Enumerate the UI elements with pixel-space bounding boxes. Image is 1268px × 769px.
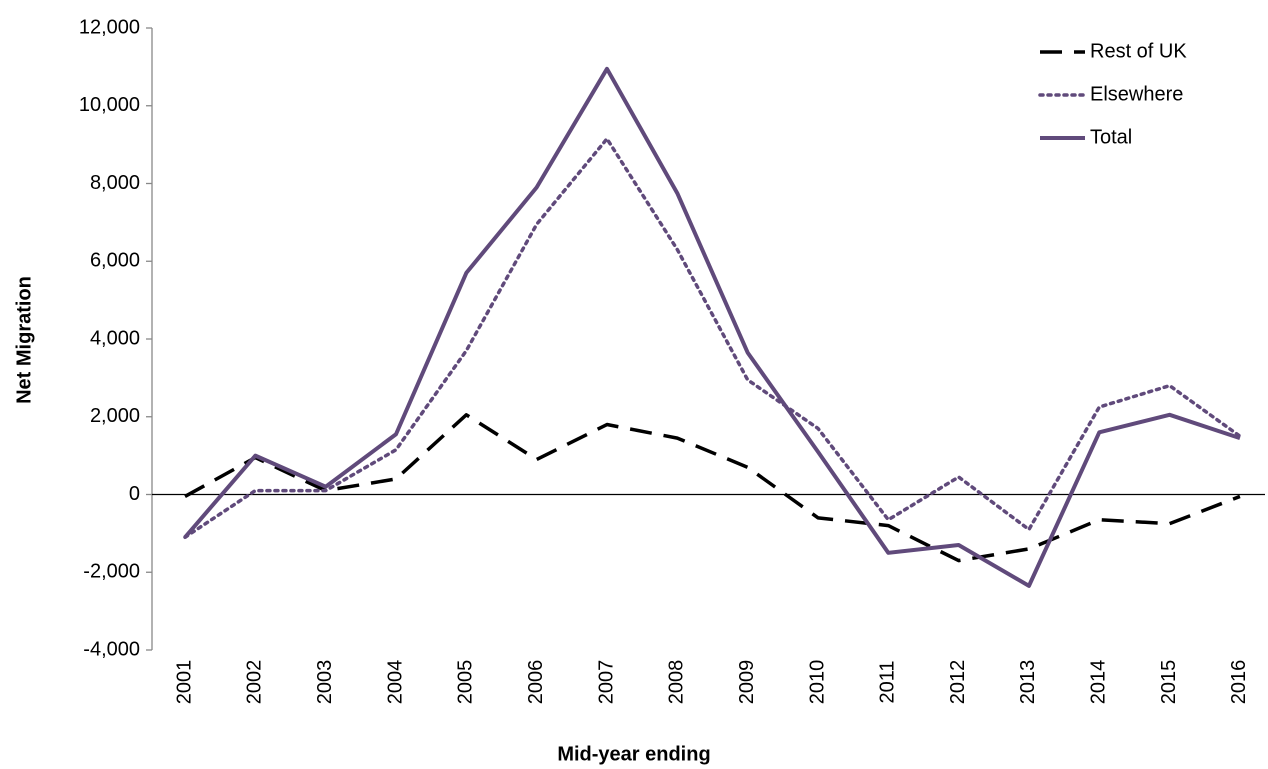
y-tick-label: 4,000 [90,327,140,349]
legend-label: Elsewhere [1090,83,1183,105]
legend-label: Total [1090,126,1132,148]
y-tick-label: -4,000 [83,638,140,660]
y-tick-label: 12,000 [79,16,140,38]
x-tick-label: 2012 [947,660,969,705]
y-tick-label: 2,000 [90,405,140,427]
x-tick-label: 2013 [1017,660,1039,705]
series-line [183,137,1242,540]
x-tick-label: 2007 [595,660,617,705]
x-tick-label: 2004 [384,660,406,705]
x-tick-label: 2009 [736,660,758,705]
x-tick-label: 2008 [666,660,688,705]
x-tick-label: 2002 [244,660,266,705]
series-line [184,413,1241,563]
x-tick-label: 2014 [1088,660,1110,705]
y-axis-title: Net Migration [13,276,35,404]
x-tick-label: 2001 [173,660,195,705]
series-line [183,66,1241,588]
y-tick-label: 10,000 [79,94,140,116]
x-tick-label: 2005 [455,660,477,705]
x-tick-label: 2015 [1158,660,1180,705]
legend-label: Rest of UK [1090,40,1187,62]
y-tick-label: 0 [129,483,140,505]
x-tick-label: 2010 [806,660,828,705]
x-tick-label: 2016 [1228,660,1250,705]
x-tick-label: 2011 [877,660,899,703]
y-tick-label: 6,000 [90,250,140,272]
x-axis-title: Mid-year ending [557,743,710,765]
y-tick-label: 8,000 [90,172,140,194]
x-tick-label: 2006 [525,660,547,705]
y-tick-label: -2,000 [83,561,140,583]
x-tick-label: 2003 [314,660,336,705]
